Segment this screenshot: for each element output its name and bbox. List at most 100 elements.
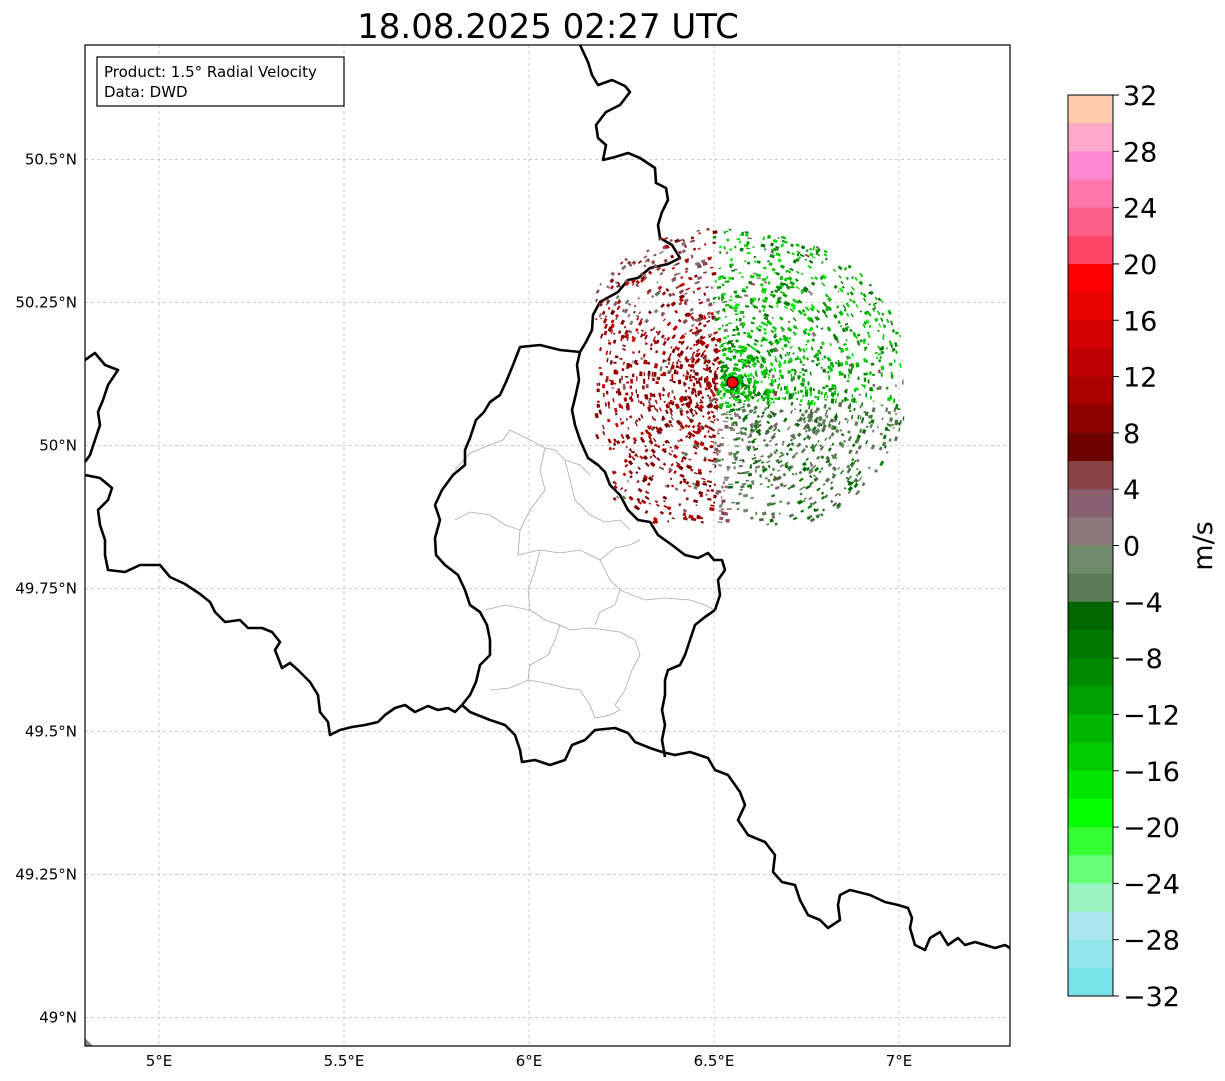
velocity-echo-pixel	[678, 289, 684, 295]
velocity-echo-pixel	[837, 320, 841, 325]
velocity-echo-pixel	[607, 339, 610, 342]
velocity-echo-pixel	[690, 357, 696, 364]
velocity-echo-pixel	[769, 410, 774, 414]
colorbar-swatch	[1068, 714, 1113, 744]
velocity-echo-pixel	[649, 455, 653, 459]
velocity-echo-pixel	[643, 378, 646, 384]
velocity-echo-pixel	[688, 395, 692, 400]
velocity-echo-pixel	[821, 282, 826, 287]
velocity-echo-pixel	[810, 346, 814, 351]
velocity-echo-pixel	[779, 500, 783, 504]
velocity-echo-pixel	[756, 459, 762, 463]
velocity-echo-pixel	[877, 329, 880, 332]
velocity-echo-pixel	[840, 433, 845, 437]
velocity-echo-pixel	[694, 393, 698, 398]
velocity-echo-pixel	[770, 452, 773, 457]
velocity-echo-pixel	[691, 413, 696, 418]
velocity-echo-pixel	[777, 237, 780, 240]
velocity-echo-pixel	[710, 410, 715, 414]
velocity-echo-pixel	[892, 426, 895, 429]
velocity-echo-pixel	[763, 327, 767, 332]
velocity-echo-pixel	[673, 470, 677, 475]
velocity-echo-pixel	[878, 359, 882, 363]
velocity-echo-pixel	[893, 398, 896, 402]
velocity-echo-pixel	[666, 405, 670, 409]
velocity-echo-pixel	[653, 371, 657, 377]
velocity-echo-pixel	[604, 402, 608, 407]
velocity-echo-pixel	[677, 358, 680, 362]
velocity-echo-pixel	[699, 404, 705, 410]
velocity-echo-pixel	[689, 355, 694, 361]
velocity-echo-pixel	[691, 387, 696, 392]
velocity-echo-pixel	[713, 358, 717, 362]
velocity-echo-pixel	[710, 489, 714, 492]
velocity-echo-pixel	[708, 435, 713, 439]
velocity-echo-pixel	[770, 290, 774, 294]
velocity-echo-pixel	[786, 385, 788, 388]
lon-tick-label: 5.5°E	[324, 1052, 365, 1070]
velocity-echo-pixel	[741, 365, 745, 370]
velocity-echo-pixel	[814, 355, 817, 359]
velocity-echo-pixel	[864, 377, 866, 382]
velocity-echo-pixel	[894, 419, 899, 424]
velocity-echo-pixel	[695, 326, 699, 330]
velocity-echo-pixel	[771, 374, 776, 379]
velocity-echo-pixel	[750, 516, 754, 520]
velocity-echo-pixel	[698, 232, 701, 235]
velocity-echo-pixel	[808, 327, 813, 332]
velocity-echo-pixel	[882, 324, 887, 328]
canton-line	[484, 604, 531, 611]
velocity-echo-pixel	[814, 466, 820, 472]
velocity-echo-pixel	[739, 247, 744, 252]
velocity-echo-pixel	[637, 399, 640, 403]
info-product: Product: 1.5° Radial Velocity	[104, 63, 317, 81]
velocity-echo-pixel	[728, 404, 732, 407]
velocity-echo-pixel	[682, 318, 688, 325]
velocity-echo-pixel	[728, 322, 732, 325]
velocity-echo-pixel	[614, 412, 618, 416]
velocity-echo-pixel	[693, 471, 698, 475]
velocity-echo-pixel	[711, 434, 717, 439]
velocity-echo-pixel	[733, 348, 736, 351]
velocity-echo-pixel	[747, 237, 752, 240]
velocity-echo-pixel	[741, 408, 746, 413]
velocity-echo-pixel	[716, 360, 722, 366]
velocity-echo-pixel	[841, 399, 844, 403]
velocity-echo-pixel	[598, 313, 602, 318]
velocity-echo-pixel	[696, 445, 700, 449]
canton-boundaries	[454, 429, 716, 719]
velocity-echo-pixel	[600, 317, 603, 320]
velocity-echo-pixel	[768, 262, 773, 267]
velocity-echo-pixel	[671, 348, 676, 354]
velocity-echo-pixel	[798, 416, 803, 422]
velocity-echo-pixel	[790, 438, 793, 442]
velocity-echo-pixel	[703, 458, 707, 462]
velocity-echo-pixel	[824, 293, 830, 298]
velocity-echo-pixel	[637, 297, 641, 300]
velocity-echo-pixel	[703, 357, 708, 362]
velocity-echo-pixel	[853, 482, 859, 489]
velocity-echo-pixel	[779, 451, 784, 455]
velocity-echo-pixel	[745, 286, 749, 289]
colorbar-tick-label: 12	[1123, 363, 1157, 394]
velocity-echo-pixel	[721, 294, 724, 299]
colorbar-tick-label: −32	[1123, 982, 1180, 1013]
velocity-echo-pixel	[788, 351, 791, 355]
velocity-echo-pixel	[637, 260, 642, 264]
velocity-echo-pixel	[620, 334, 625, 340]
velocity-echo-pixel	[631, 450, 636, 454]
velocity-echo-pixel	[653, 443, 658, 447]
velocity-echo-pixel	[616, 440, 621, 445]
velocity-echo-pixel	[753, 305, 759, 309]
velocity-echo-pixel	[793, 332, 797, 337]
lat-tick-label: 49.5°N	[25, 722, 77, 740]
velocity-echo-pixel	[770, 242, 774, 247]
velocity-echo-pixel	[779, 464, 784, 468]
velocity-echo-pixel	[790, 409, 794, 414]
velocity-echo-pixel	[863, 386, 866, 389]
velocity-echo-pixel	[722, 352, 727, 357]
velocity-echo-pixel	[768, 414, 773, 419]
velocity-echo-pixel	[730, 257, 733, 262]
velocity-echo-pixel	[847, 405, 852, 410]
velocity-echo-pixel	[834, 493, 839, 497]
